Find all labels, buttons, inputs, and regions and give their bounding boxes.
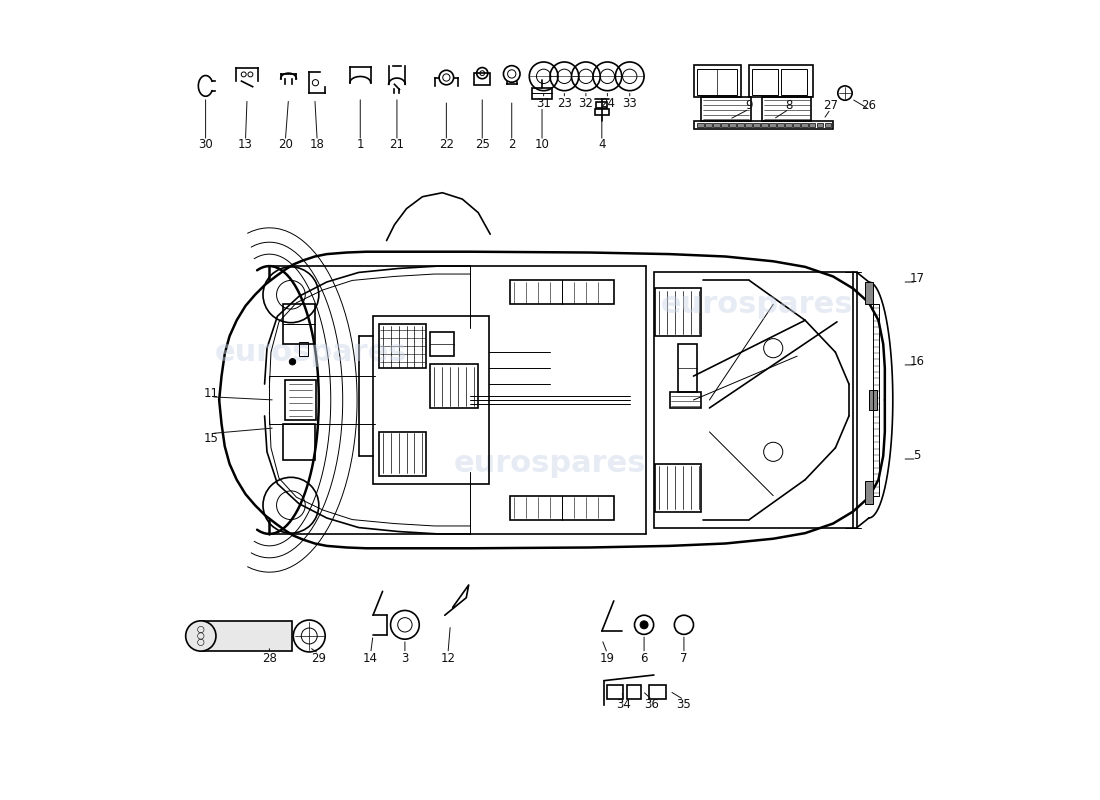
- Text: 12: 12: [440, 652, 455, 665]
- Bar: [283, 304, 315, 344]
- Bar: [762, 97, 812, 121]
- Bar: [785, 122, 792, 127]
- Text: 3: 3: [402, 652, 408, 665]
- Bar: [510, 496, 614, 519]
- Text: 33: 33: [623, 97, 637, 110]
- Bar: [607, 685, 624, 699]
- Text: eurospares: eurospares: [661, 290, 854, 319]
- Circle shape: [186, 621, 216, 651]
- Text: 24: 24: [600, 97, 615, 110]
- Bar: [702, 97, 751, 121]
- Text: 16: 16: [910, 355, 924, 368]
- Bar: [752, 69, 778, 94]
- Text: 11: 11: [204, 387, 219, 400]
- Bar: [430, 332, 454, 356]
- Text: 5: 5: [913, 450, 921, 462]
- Bar: [865, 282, 873, 304]
- Bar: [285, 380, 316, 420]
- Text: 2: 2: [508, 138, 516, 151]
- Text: 22: 22: [439, 138, 454, 151]
- Text: 6: 6: [640, 652, 648, 665]
- Bar: [693, 121, 833, 129]
- Text: 4: 4: [598, 138, 606, 151]
- Bar: [761, 122, 768, 127]
- Bar: [793, 122, 800, 127]
- Text: 30: 30: [198, 138, 213, 151]
- Text: 18: 18: [310, 138, 324, 151]
- Text: 9: 9: [746, 98, 754, 111]
- Text: 35: 35: [676, 698, 691, 711]
- Bar: [670, 392, 702, 408]
- Bar: [865, 482, 873, 504]
- Bar: [693, 65, 741, 97]
- Bar: [825, 122, 832, 127]
- Bar: [201, 621, 293, 651]
- Bar: [754, 122, 760, 127]
- Text: 36: 36: [645, 698, 660, 711]
- Text: 7: 7: [680, 652, 688, 665]
- Text: 1: 1: [356, 138, 364, 151]
- Bar: [656, 288, 702, 336]
- Text: 27: 27: [823, 98, 838, 111]
- Circle shape: [640, 621, 648, 629]
- Text: 21: 21: [389, 138, 405, 151]
- Bar: [817, 122, 824, 127]
- Text: 15: 15: [204, 432, 219, 445]
- Circle shape: [289, 358, 296, 365]
- Text: 10: 10: [535, 138, 550, 151]
- Text: eurospares: eurospares: [453, 450, 647, 478]
- Bar: [474, 73, 491, 85]
- Bar: [801, 122, 807, 127]
- Bar: [430, 364, 478, 408]
- Bar: [378, 324, 427, 368]
- Text: 17: 17: [910, 272, 924, 286]
- Text: 34: 34: [616, 698, 630, 711]
- Bar: [697, 122, 704, 127]
- Bar: [769, 122, 776, 127]
- Bar: [749, 65, 813, 97]
- Bar: [596, 102, 607, 107]
- Text: 31: 31: [536, 97, 551, 110]
- Bar: [869, 390, 877, 410]
- Bar: [714, 122, 719, 127]
- Bar: [510, 281, 614, 304]
- Text: 28: 28: [262, 652, 277, 665]
- Bar: [283, 424, 315, 460]
- Bar: [649, 685, 667, 699]
- Bar: [873, 304, 879, 496]
- Bar: [531, 88, 552, 98]
- Bar: [729, 122, 736, 127]
- Text: 32: 32: [579, 97, 593, 110]
- Text: 23: 23: [557, 97, 572, 110]
- Text: 25: 25: [475, 138, 490, 151]
- Bar: [778, 122, 783, 127]
- Bar: [781, 69, 806, 94]
- Bar: [737, 122, 744, 127]
- Text: 19: 19: [600, 652, 615, 665]
- Bar: [595, 109, 608, 115]
- Text: 20: 20: [278, 138, 293, 151]
- Bar: [810, 122, 815, 127]
- Bar: [299, 342, 308, 356]
- Bar: [656, 464, 702, 512]
- Text: 14: 14: [363, 652, 378, 665]
- Bar: [722, 122, 728, 127]
- Text: 13: 13: [238, 138, 253, 151]
- Bar: [373, 316, 488, 484]
- Bar: [627, 685, 641, 699]
- Bar: [653, 273, 857, 527]
- Bar: [378, 432, 427, 476]
- Bar: [697, 69, 737, 94]
- Bar: [705, 122, 712, 127]
- Text: eurospares: eurospares: [214, 338, 407, 366]
- Text: 8: 8: [785, 98, 793, 111]
- Bar: [746, 122, 751, 127]
- Text: 26: 26: [861, 98, 877, 111]
- Text: 29: 29: [311, 652, 327, 665]
- Bar: [678, 344, 697, 392]
